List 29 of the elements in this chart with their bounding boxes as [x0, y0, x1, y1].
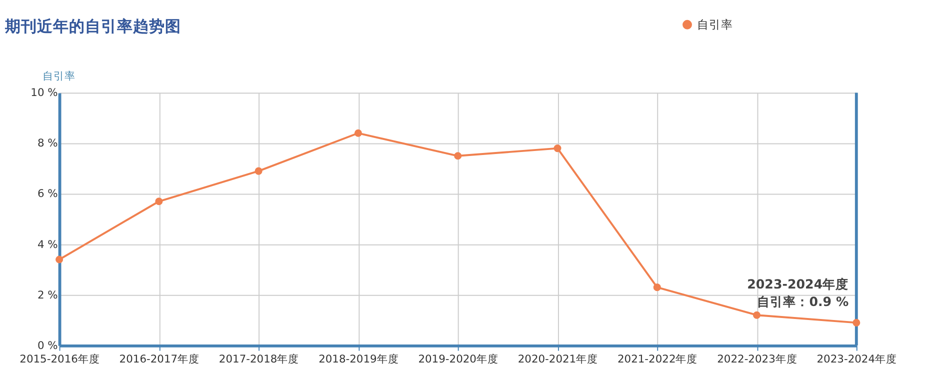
annotation: 2023-2024年度 — [747, 276, 849, 292]
point — [852, 318, 860, 326]
x-tick-label: 2023-2024年度 — [816, 352, 898, 366]
x-tick-label: 2015-2016年度 — [20, 352, 100, 366]
point — [554, 144, 562, 152]
x-tick-label: 2021-2022年度 — [617, 352, 698, 366]
y-tick-label: 2 % — [37, 288, 58, 302]
x-tick-label: 2020-2021年度 — [518, 352, 598, 366]
x-tick-label: 2018-2019年度 — [318, 352, 399, 366]
point — [753, 311, 761, 319]
chart-title: 期刊近年的自引率趋势图 — [4, 17, 181, 36]
point — [56, 256, 64, 264]
x-tick-label: 2016-2017年度 — [119, 352, 200, 366]
y-tick-label: 10 % — [30, 86, 58, 100]
point — [354, 129, 362, 137]
point — [155, 198, 163, 206]
annotation: 自引率：0.9 % — [757, 294, 849, 310]
point — [254, 167, 262, 175]
x-tick-label: 2017-2018年度 — [218, 352, 300, 366]
y-tick-label: 0 % — [37, 338, 58, 352]
point — [454, 152, 462, 160]
y-tick-label: 8 % — [37, 136, 58, 150]
x-tick-label: 2019-2020年度 — [418, 352, 498, 366]
y-axis-title: 自引率 — [42, 70, 76, 83]
x-tick-label: 2022-2023年度 — [717, 352, 798, 366]
legend-label: 自引率 — [696, 18, 733, 32]
y-tick-label: 6 % — [37, 187, 58, 200]
y-tick-label: 4 % — [37, 238, 58, 251]
point — [653, 284, 661, 292]
